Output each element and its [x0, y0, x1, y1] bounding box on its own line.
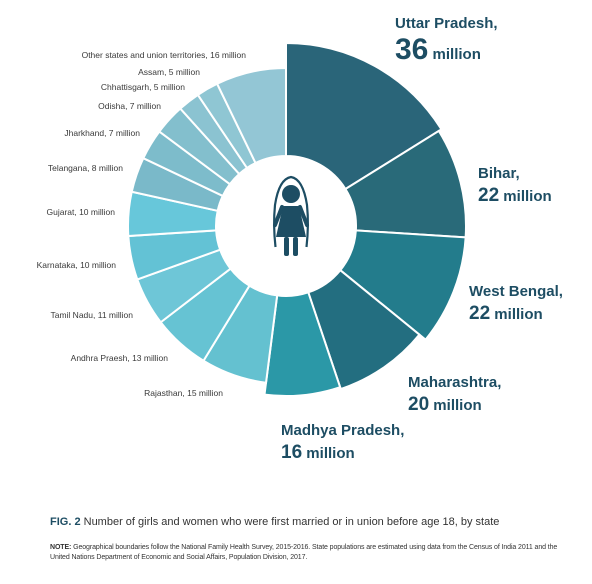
slice-label-name: Maharashtra,: [408, 374, 501, 391]
slice-label: Karnataka, 10 million: [37, 260, 117, 270]
slice-label: Other states and union territories, 16 m…: [82, 50, 247, 60]
slice-label: Tamil Nadu, 11 million: [50, 310, 133, 320]
slice-label: Chhattisgarh, 5 million: [101, 82, 185, 92]
donut-slices: [127, 41, 467, 397]
slice-label-name: Uttar Pradesh,: [395, 15, 498, 32]
slice-madhya-pradesh: [263, 291, 342, 397]
figure-caption: FIG. 2 Number of girls and women who wer…: [50, 516, 570, 528]
slice-label-name: Bihar,: [478, 165, 520, 182]
slice-label: Jharkhand, 7 million: [64, 128, 140, 138]
slice-label: Assam, 5 million: [138, 67, 200, 77]
slice-label-value: 22 million: [478, 185, 552, 206]
slice-label-name: Madhya Pradesh,: [281, 422, 404, 439]
figure-caption-text: Number of girls and women who were first…: [80, 516, 500, 528]
slice-label: Andhra Praesh, 13 million: [71, 353, 169, 363]
note-text: Geographical boundaries follow the Natio…: [50, 544, 558, 561]
slice-label-value: 16 million: [281, 442, 355, 463]
slice-west-bengal: [338, 229, 467, 342]
slice-label: Telangana, 8 million: [48, 163, 123, 173]
slice-label-value: 22 million: [469, 303, 543, 324]
slice-label: Odisha, 7 million: [98, 101, 161, 111]
slice-label-name: West Bengal,: [469, 283, 563, 300]
slice-labels: Uttar Pradesh,36 million Bihar, 22 million…: [37, 15, 563, 463]
figure-note: NOTE: Geographical boundaries follow the…: [50, 543, 560, 562]
slice-other-states-and-union-territories: [215, 66, 287, 165]
slice-label-value: 20 million: [408, 394, 482, 415]
slice-maharashtra: [307, 268, 421, 391]
slice-label: Rajasthan, 15 million: [144, 388, 223, 398]
note-label: NOTE:: [50, 544, 72, 551]
slice-label: Gujarat, 10 million: [46, 207, 115, 217]
figure-number: FIG. 2: [50, 516, 81, 528]
slice-label-value: 36 million: [395, 33, 481, 66]
donut-chart: Uttar Pradesh,36 million Bihar, 22 million…: [37, 15, 563, 463]
girl-icon: [273, 175, 309, 256]
